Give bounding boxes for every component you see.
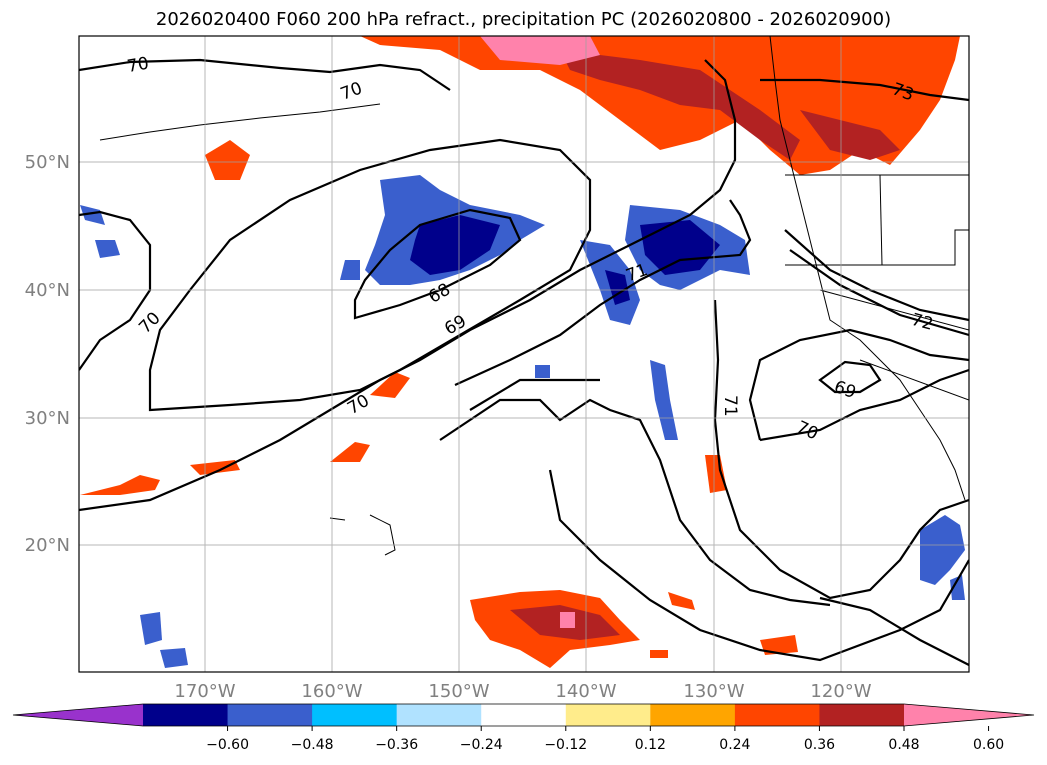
lon-label: 140°W <box>555 681 616 702</box>
colorbar-bin <box>734 704 820 726</box>
colorbar-bin <box>396 704 482 726</box>
colorbar-extend-min <box>13 704 143 726</box>
colorbar-tick-label: 0.24 <box>719 737 750 753</box>
colorbar-tick-label: −0.12 <box>544 737 587 753</box>
colorbar-outline <box>12 703 1035 727</box>
colorbar-tick-label: −0.24 <box>460 737 503 753</box>
lat-label: 50°N <box>25 152 70 173</box>
colorbar-bin <box>481 704 567 726</box>
lat-label: 30°N <box>25 408 70 429</box>
lat-label: 20°N <box>25 535 70 556</box>
latitude-labels: 50°N 40°N 30°N 20°N <box>25 152 70 556</box>
colorbar-bin <box>143 704 229 726</box>
colorbar-tick-label: −0.48 <box>291 737 334 753</box>
colorbar-bin <box>565 704 651 726</box>
contour-label: 70 <box>126 54 151 77</box>
colorbar-tick-label: 0.12 <box>635 737 666 753</box>
colorbar-tick-label: 0.48 <box>888 737 919 753</box>
longitude-labels: 170°W 160°W 150°W 140°W 130°W 120°W <box>174 681 871 702</box>
colorbar-bin <box>650 704 736 726</box>
lat-label: 40°N <box>25 280 70 301</box>
colorbar-tick-label: −0.60 <box>206 737 249 753</box>
lon-label: 150°W <box>428 681 489 702</box>
precipitation-shading <box>80 36 965 668</box>
lon-label: 120°W <box>810 681 871 702</box>
colorbar-tick-label: −0.36 <box>375 737 418 753</box>
colorbar-extend-max <box>904 704 1034 726</box>
map-title: 2026020400 F060 200 hPa refract., precip… <box>155 9 892 30</box>
lon-label: 130°W <box>683 681 744 702</box>
colorbar: −0.60 −0.48 −0.36 −0.24 −0.12 0.12 0.24 0.36 0.4… <box>12 703 1035 753</box>
colorbar-bin <box>312 704 398 726</box>
colorbar-bin <box>819 704 905 726</box>
contour-label: 71 <box>720 395 740 417</box>
lon-label: 160°W <box>301 681 362 702</box>
coastlines <box>99 36 969 556</box>
colorbar-tick-label: 0.36 <box>804 737 835 753</box>
map-frame <box>78 35 970 673</box>
lon-label: 170°W <box>174 681 235 702</box>
colorbar-bin <box>227 704 313 726</box>
colorbar-tick-label: 0.60 <box>973 737 1004 753</box>
graticule <box>79 36 969 672</box>
